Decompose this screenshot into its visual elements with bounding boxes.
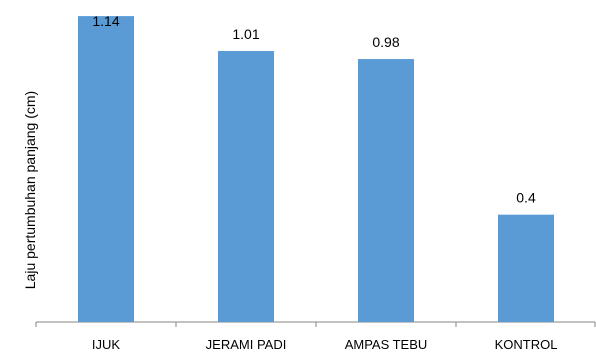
bar-jerami-padi xyxy=(218,50,274,322)
data-label: 0.4 xyxy=(516,190,536,206)
x-tick-label: JERAMI PADI xyxy=(206,337,287,352)
bar-ijuk xyxy=(78,16,134,322)
data-label: 0.98 xyxy=(372,34,399,50)
data-label: 1.01 xyxy=(232,26,259,42)
x-tick-label: IJUK xyxy=(92,337,121,352)
bar-kontrol xyxy=(498,214,554,322)
x-tick-label: KONTROL xyxy=(495,337,558,352)
y-axis-label: Laju pertumbuhan panjang (cm) xyxy=(22,91,38,289)
bar-ampas-tebu xyxy=(358,59,414,323)
x-tick-label: AMPAS TEBU xyxy=(345,337,428,352)
data-label: 1.14 xyxy=(92,13,119,29)
plot-area: 1.14 IJUK 1.01 JERAMI PADI 0.98 AMPAS TEBU 0.4… xyxy=(35,13,596,352)
